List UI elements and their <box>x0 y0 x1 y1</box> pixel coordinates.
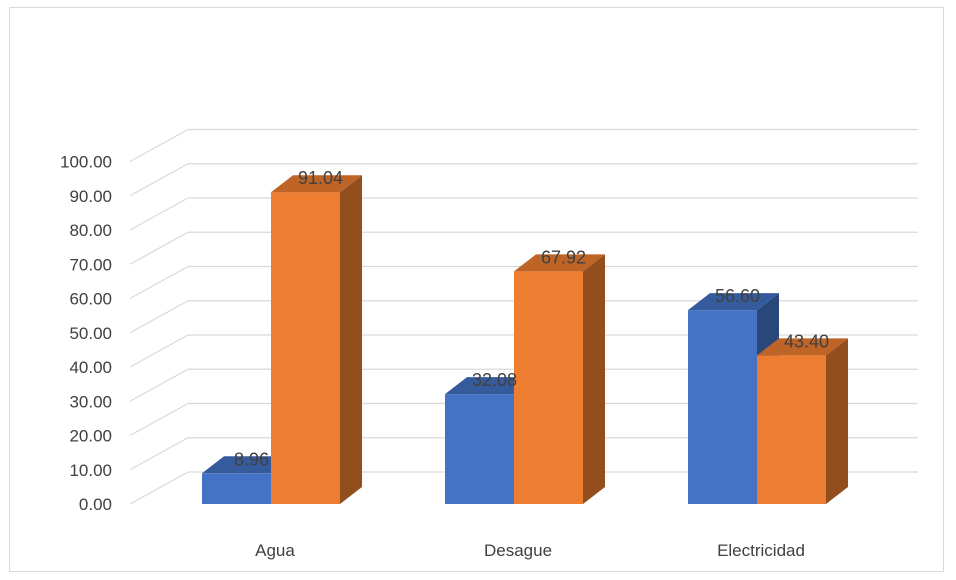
bars-layer <box>202 175 848 505</box>
data-label: 67.92 <box>541 247 586 267</box>
gridline-side <box>129 334 189 368</box>
bar-top <box>202 456 293 474</box>
gridline-side <box>129 128 189 163</box>
x-category-label: Desague <box>484 541 552 560</box>
x-category-label: Electricidad <box>717 541 805 560</box>
x-category-label: Agua <box>255 541 295 560</box>
y-tick-label: 0.00 <box>79 495 112 514</box>
bar <box>757 355 826 504</box>
y-tick-label: 40.00 <box>69 358 112 377</box>
gridline-side <box>129 471 189 505</box>
gridline-side <box>129 265 189 300</box>
bar-top <box>271 175 362 193</box>
y-tick-label: 20.00 <box>69 427 112 446</box>
bar-top <box>514 254 605 272</box>
bar-top <box>688 293 779 311</box>
gridline-side <box>129 368 189 402</box>
y-tick-label: 70.00 <box>69 255 112 274</box>
bar <box>445 394 514 504</box>
bar-side <box>340 175 362 505</box>
gridline-side <box>129 402 189 437</box>
gridline-side <box>129 231 189 265</box>
y-tick-label: 30.00 <box>69 392 112 411</box>
y-axis-ticks: 0.00 10.00 20.00 30.00 40.00 50.00 60.00 70.00 8… <box>60 153 112 515</box>
y-tick-label: 80.00 <box>69 221 112 240</box>
y-tick-label: 100.00 <box>60 153 112 172</box>
y-tick-label: 90.00 <box>69 187 112 206</box>
bar-top <box>445 377 536 395</box>
gridline-side <box>129 437 189 471</box>
y-tick-label: 50.00 <box>69 324 112 343</box>
data-label: 32.08 <box>472 370 517 390</box>
bar <box>514 271 583 504</box>
bar <box>688 310 757 504</box>
data-label: 8.96 <box>234 449 269 469</box>
data-label: 56.60 <box>715 286 760 306</box>
gridline-side <box>129 163 189 197</box>
bar-side <box>826 338 848 504</box>
gridline-side <box>129 197 189 231</box>
y-tick-label: 60.00 <box>69 290 112 309</box>
bar <box>271 192 340 505</box>
data-labels-layer: 8.96 91.04 32.08 67.92 56.60 43.40 <box>234 168 829 469</box>
gridline-side <box>129 300 189 334</box>
bar <box>202 473 271 504</box>
x-axis-categories: Agua Desague Electricidad <box>255 541 805 560</box>
data-label: 43.40 <box>784 331 829 351</box>
bar-side <box>583 254 605 504</box>
y-tick-label: 10.00 <box>69 461 112 480</box>
bar-top <box>757 338 848 356</box>
data-label: 91.04 <box>298 168 343 188</box>
